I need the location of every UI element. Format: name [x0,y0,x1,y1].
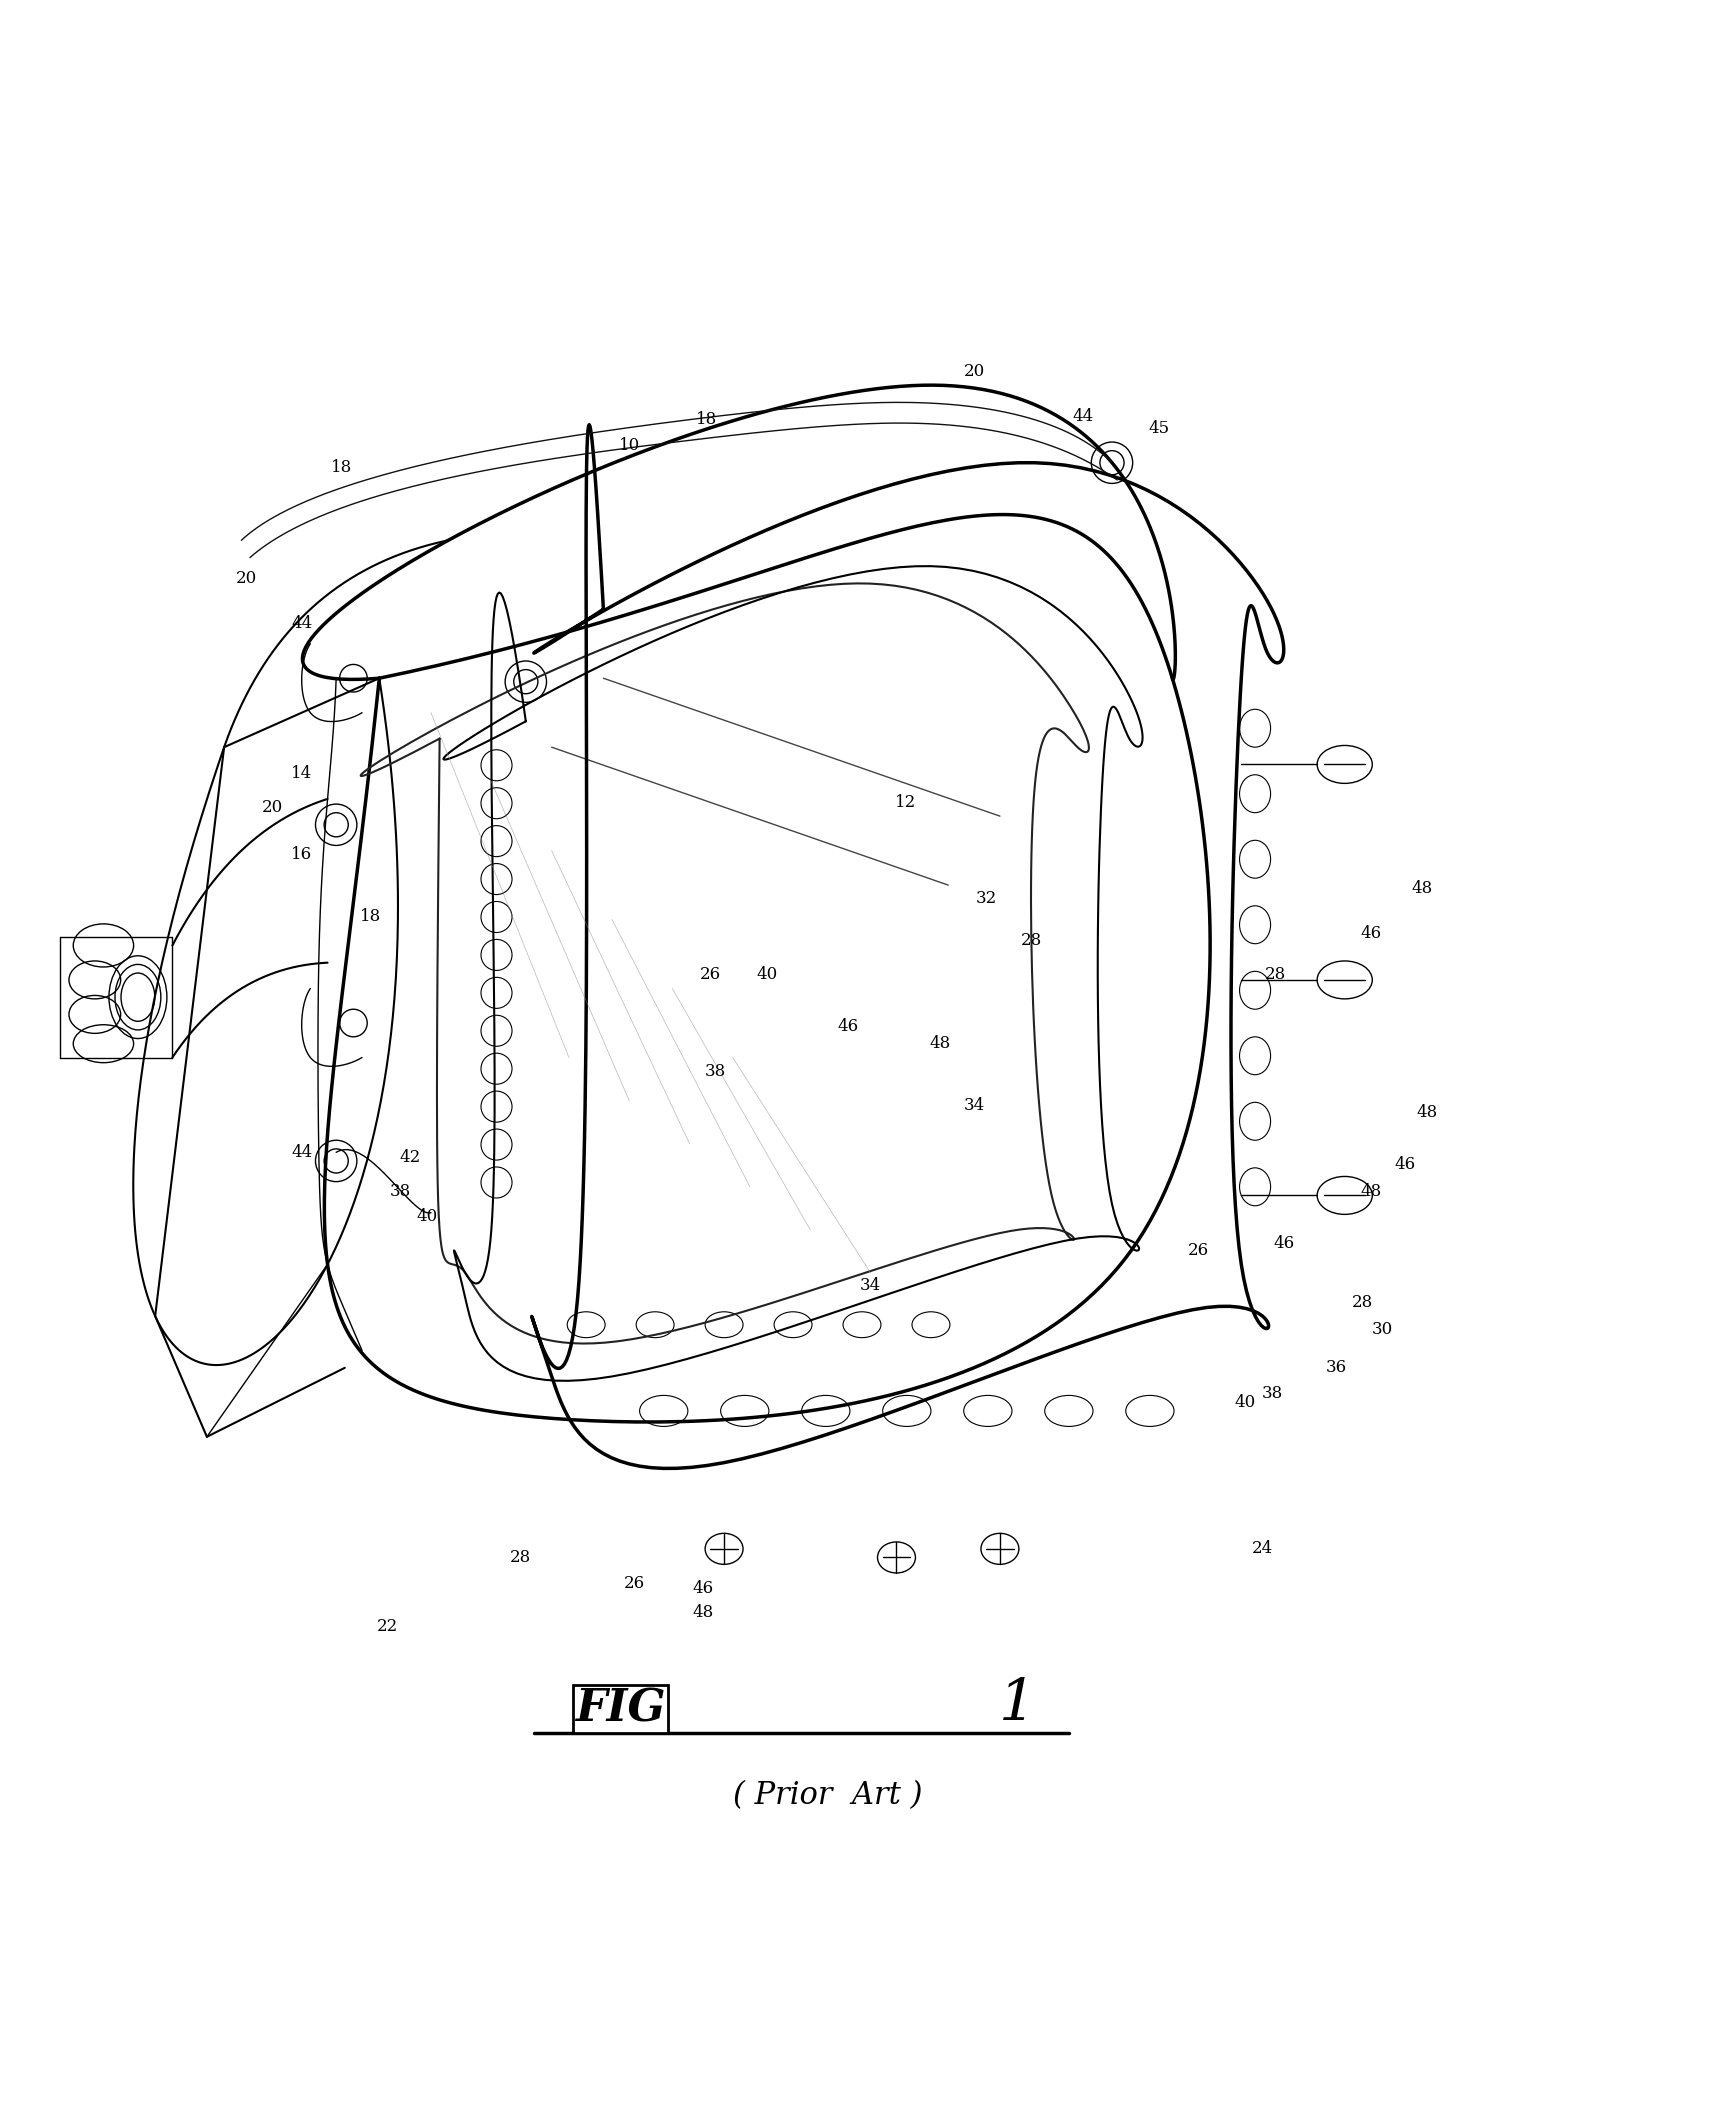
Text: ( Prior  Art ): ( Prior Art ) [732,1781,922,1810]
Text: 32: 32 [975,890,996,907]
Text: 48: 48 [693,1603,713,1620]
Text: FIG: FIG [575,1688,665,1730]
Text: 28: 28 [1351,1294,1372,1311]
Text: 40: 40 [756,967,777,983]
Text: 18: 18 [331,459,351,476]
Text: 48: 48 [1411,880,1432,897]
Text: 20: 20 [236,569,257,586]
Text: 44: 44 [1072,408,1092,425]
Text: 14: 14 [291,764,312,783]
Text: 38: 38 [389,1184,410,1201]
Text: 24: 24 [1251,1540,1272,1557]
Text: 28: 28 [510,1548,531,1565]
Text: 20: 20 [262,799,283,816]
Text: 48: 48 [1359,1184,1380,1201]
Text: 20: 20 [963,364,984,381]
Text: 46: 46 [1273,1235,1294,1252]
Text: 12: 12 [894,793,915,810]
Text: 46: 46 [1394,1157,1415,1174]
Text: 16: 16 [291,846,312,863]
Ellipse shape [705,1533,743,1565]
Text: 34: 34 [963,1098,984,1115]
Ellipse shape [877,1542,915,1574]
Text: 45: 45 [1148,419,1168,436]
Text: 38: 38 [1261,1385,1282,1402]
Text: 1: 1 [998,1675,1036,1732]
Text: 40: 40 [1234,1394,1254,1411]
Ellipse shape [1316,1176,1372,1214]
Text: 38: 38 [705,1064,725,1081]
Text: 18: 18 [696,410,717,427]
Text: 42: 42 [400,1148,420,1165]
Text: 46: 46 [693,1580,713,1597]
Text: 18: 18 [360,907,381,924]
Text: 34: 34 [860,1277,880,1294]
Text: 26: 26 [624,1576,644,1593]
Text: 48: 48 [1416,1104,1437,1121]
Ellipse shape [1316,744,1372,783]
Text: 44: 44 [291,1144,312,1161]
Text: 46: 46 [837,1017,858,1034]
Text: 26: 26 [1187,1242,1208,1258]
Text: 10: 10 [619,438,639,455]
Text: 46: 46 [1359,924,1380,941]
Text: 26: 26 [700,967,720,983]
Ellipse shape [980,1533,1018,1565]
Text: 40: 40 [417,1208,438,1225]
Text: 30: 30 [1372,1322,1392,1339]
Text: 36: 36 [1325,1360,1346,1377]
Text: 28: 28 [1265,967,1285,983]
Ellipse shape [1316,960,1372,998]
Text: 22: 22 [377,1618,398,1635]
Text: 28: 28 [1020,933,1041,950]
Text: 44: 44 [291,615,312,632]
Text: 48: 48 [929,1034,949,1051]
